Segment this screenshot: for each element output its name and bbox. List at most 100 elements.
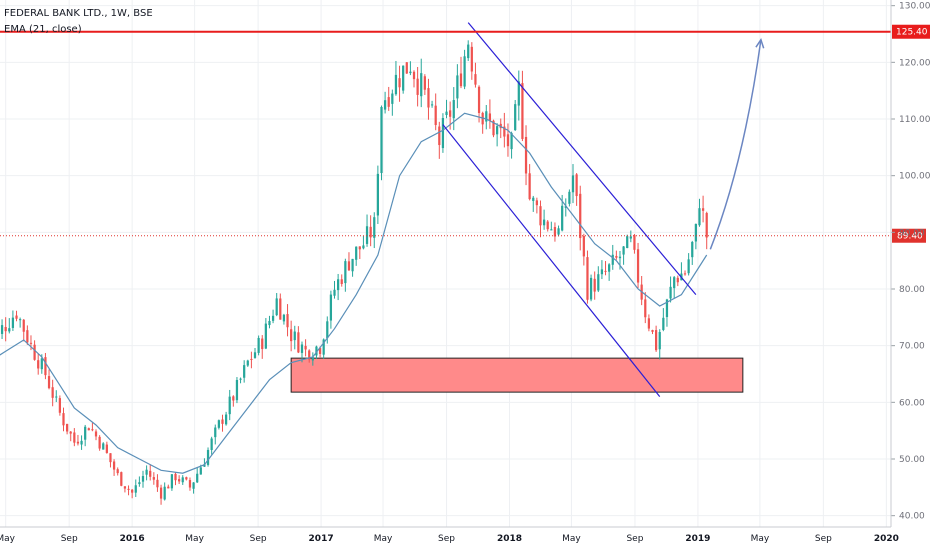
candle-body xyxy=(683,273,687,275)
candle-body xyxy=(76,441,80,444)
candle-body xyxy=(452,100,455,119)
candle-body xyxy=(492,120,495,136)
candle-body xyxy=(300,344,304,353)
candle-body xyxy=(351,258,354,272)
candle-body xyxy=(11,317,15,328)
candle-body xyxy=(188,480,192,488)
candle-body xyxy=(589,277,593,300)
candle-body xyxy=(29,342,33,344)
candle-body xyxy=(586,257,589,300)
candle-body xyxy=(181,477,184,483)
plot-area xyxy=(0,0,891,527)
candle-body xyxy=(557,228,560,235)
candle-body xyxy=(434,105,437,126)
candle-body xyxy=(691,241,694,258)
candle-body xyxy=(73,432,76,443)
descending-channel[interactable] xyxy=(442,22,697,398)
y-tick-label: 70.00 xyxy=(899,342,925,352)
candle-body xyxy=(322,339,325,355)
candle-body xyxy=(376,173,379,216)
candle-body xyxy=(344,261,347,284)
candle-body xyxy=(477,86,481,113)
candle-body xyxy=(239,378,242,380)
candle-body xyxy=(40,358,43,370)
candle-body xyxy=(232,396,235,401)
y-tick-label: 120.00 xyxy=(899,58,931,68)
candle-body xyxy=(449,110,452,117)
candle-body xyxy=(279,298,282,320)
candle-body xyxy=(261,338,264,350)
candle-body xyxy=(224,414,228,425)
x-tick-label: 2020 xyxy=(874,534,899,544)
x-tick-label: Sep xyxy=(815,534,832,544)
candle-body xyxy=(416,78,419,95)
candle-body xyxy=(33,344,36,360)
channel-upper-line xyxy=(467,22,697,296)
x-tick-label: May xyxy=(374,534,393,544)
candle-body xyxy=(402,65,405,91)
candle-body xyxy=(340,279,343,285)
candle-body xyxy=(19,319,22,321)
price-levels: 125.40 89.40 xyxy=(0,24,930,243)
y-tick-label: 60.00 xyxy=(899,398,925,408)
ema-legend[interactable]: EMA (21, close) xyxy=(4,24,82,35)
candle-body xyxy=(174,473,177,481)
candle-body xyxy=(542,219,546,226)
candle-body xyxy=(514,104,517,131)
candle-body xyxy=(593,278,596,292)
candles-series xyxy=(0,40,708,505)
ema-21-line xyxy=(0,112,708,474)
symbol-legend[interactable]: FEDERAL BANK LTD., 1W, BSE xyxy=(4,8,153,19)
candle-body xyxy=(293,331,296,341)
candle-body xyxy=(651,330,654,332)
candle-body xyxy=(199,467,202,475)
candle-body xyxy=(622,246,625,255)
candle-body xyxy=(420,73,423,97)
y-tick-label: 100.00 xyxy=(899,172,931,182)
candle-body xyxy=(474,74,477,85)
candle-body xyxy=(80,440,83,445)
support-zone[interactable] xyxy=(290,357,744,393)
candle-body xyxy=(496,126,499,135)
candle-body xyxy=(69,431,72,434)
x-tick-label: May xyxy=(562,534,581,544)
candle-body xyxy=(485,111,488,122)
candle-body xyxy=(271,315,275,321)
candle-body xyxy=(275,298,278,316)
projection-arrow[interactable] xyxy=(709,37,765,250)
candle-body xyxy=(145,469,148,475)
candle-body xyxy=(44,357,47,376)
candle-body xyxy=(553,227,557,237)
y-tick-label: 130.00 xyxy=(899,2,931,12)
candle-body xyxy=(311,357,314,361)
candle-body xyxy=(608,264,611,272)
candle-body xyxy=(365,226,369,244)
candle-body xyxy=(167,486,170,489)
y-tick-label: 40.00 xyxy=(899,512,925,522)
candle-body xyxy=(701,208,705,211)
candle-body xyxy=(123,486,127,489)
last-price-badge-label: 89.40 xyxy=(897,232,923,242)
candle-body xyxy=(405,62,408,74)
y-tick-label: 110.00 xyxy=(899,115,931,125)
y-tick-label: 50.00 xyxy=(899,455,925,465)
candle-body xyxy=(380,106,383,174)
candle-body xyxy=(196,473,199,483)
candle-body xyxy=(658,331,661,350)
candle-body xyxy=(98,436,101,449)
candle-body xyxy=(532,197,535,201)
candle-body xyxy=(398,78,401,88)
candle-body xyxy=(286,314,289,328)
candle-body xyxy=(676,277,679,283)
candle-body xyxy=(337,279,340,291)
candle-body xyxy=(535,200,538,206)
candle-body xyxy=(206,449,210,465)
candle-body xyxy=(456,75,459,99)
candle-body xyxy=(326,321,329,339)
chart-grid xyxy=(0,0,891,527)
ema-line xyxy=(0,112,708,474)
candle-body xyxy=(109,453,112,463)
candle-body xyxy=(438,126,441,146)
x-tick-label: Sep xyxy=(626,534,643,544)
